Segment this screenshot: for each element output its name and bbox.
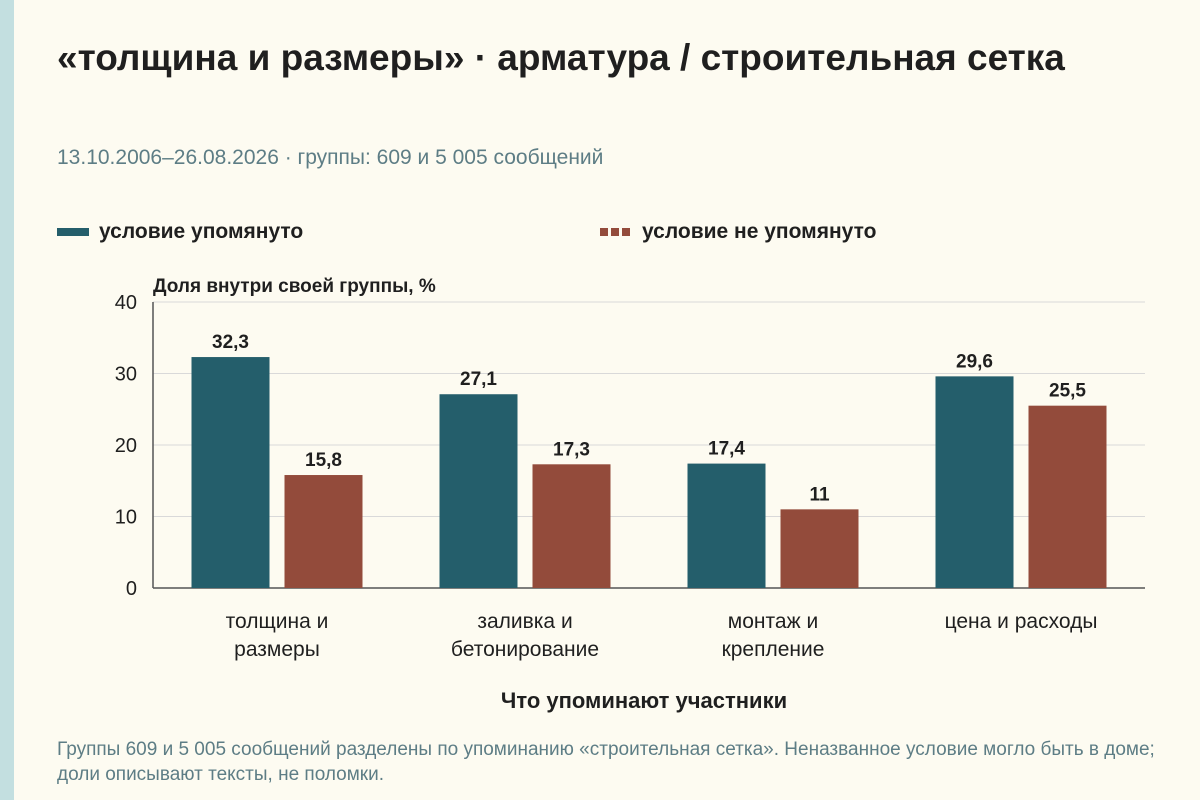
bar-value-label: 29,6 bbox=[956, 351, 993, 372]
bar bbox=[532, 464, 611, 588]
y-tick-label: 20 bbox=[115, 435, 137, 457]
bar bbox=[687, 463, 766, 588]
page-subtitle: 13.10.2006–26.08.2026 · группы: 609 и 5 … bbox=[57, 146, 604, 169]
y-axis-title: Доля внутри своей группы, % bbox=[153, 276, 436, 297]
bar-value-label: 17,3 bbox=[553, 439, 590, 460]
y-tick-label: 10 bbox=[115, 507, 137, 529]
x-axis-title: Что упоминают участники bbox=[501, 688, 787, 713]
bar-value-label: 25,5 bbox=[1049, 381, 1086, 402]
x-category-label: размеры bbox=[234, 638, 320, 661]
bar-value-label: 27,1 bbox=[460, 369, 497, 390]
bar-value-label: 32,3 bbox=[212, 332, 249, 353]
legend-swatch-mentioned bbox=[57, 228, 89, 236]
y-tick-label: 0 bbox=[126, 578, 137, 600]
x-category-label: монтаж и bbox=[728, 610, 818, 633]
bar-value-label: 15,8 bbox=[305, 450, 342, 471]
page-title: «толщина и размеры» · арматура / строите… bbox=[57, 37, 1065, 78]
bar bbox=[439, 394, 518, 588]
accent-strip bbox=[0, 0, 14, 800]
legend-label-not-mentioned: условие не упомянуто bbox=[642, 220, 877, 243]
bar bbox=[935, 376, 1014, 588]
legend-label-mentioned: условие упомянуто bbox=[99, 220, 304, 243]
bar bbox=[191, 357, 270, 588]
y-tick-label: 40 bbox=[115, 292, 137, 314]
x-category-label: крепление bbox=[722, 638, 825, 661]
bar bbox=[1028, 405, 1107, 588]
x-category-label: заливка и bbox=[477, 610, 572, 633]
bar-value-label: 17,4 bbox=[708, 439, 745, 460]
legend-item-mentioned: условие упомянуто bbox=[57, 219, 303, 245]
x-category-label: бетонирование bbox=[451, 638, 599, 661]
legend-item-not-mentioned: условие не упомянуто bbox=[600, 219, 876, 245]
bar-value-label: 11 bbox=[809, 484, 830, 505]
x-category-label: цена и расходы bbox=[945, 610, 1098, 633]
y-tick-label: 30 bbox=[115, 364, 137, 386]
footnote: Группы 609 и 5 005 сообщений разделены п… bbox=[57, 739, 1155, 785]
legend-swatch-not-mentioned bbox=[600, 228, 632, 236]
bar bbox=[780, 509, 859, 588]
x-category-label: толщина и bbox=[226, 610, 329, 633]
bar bbox=[284, 475, 363, 588]
